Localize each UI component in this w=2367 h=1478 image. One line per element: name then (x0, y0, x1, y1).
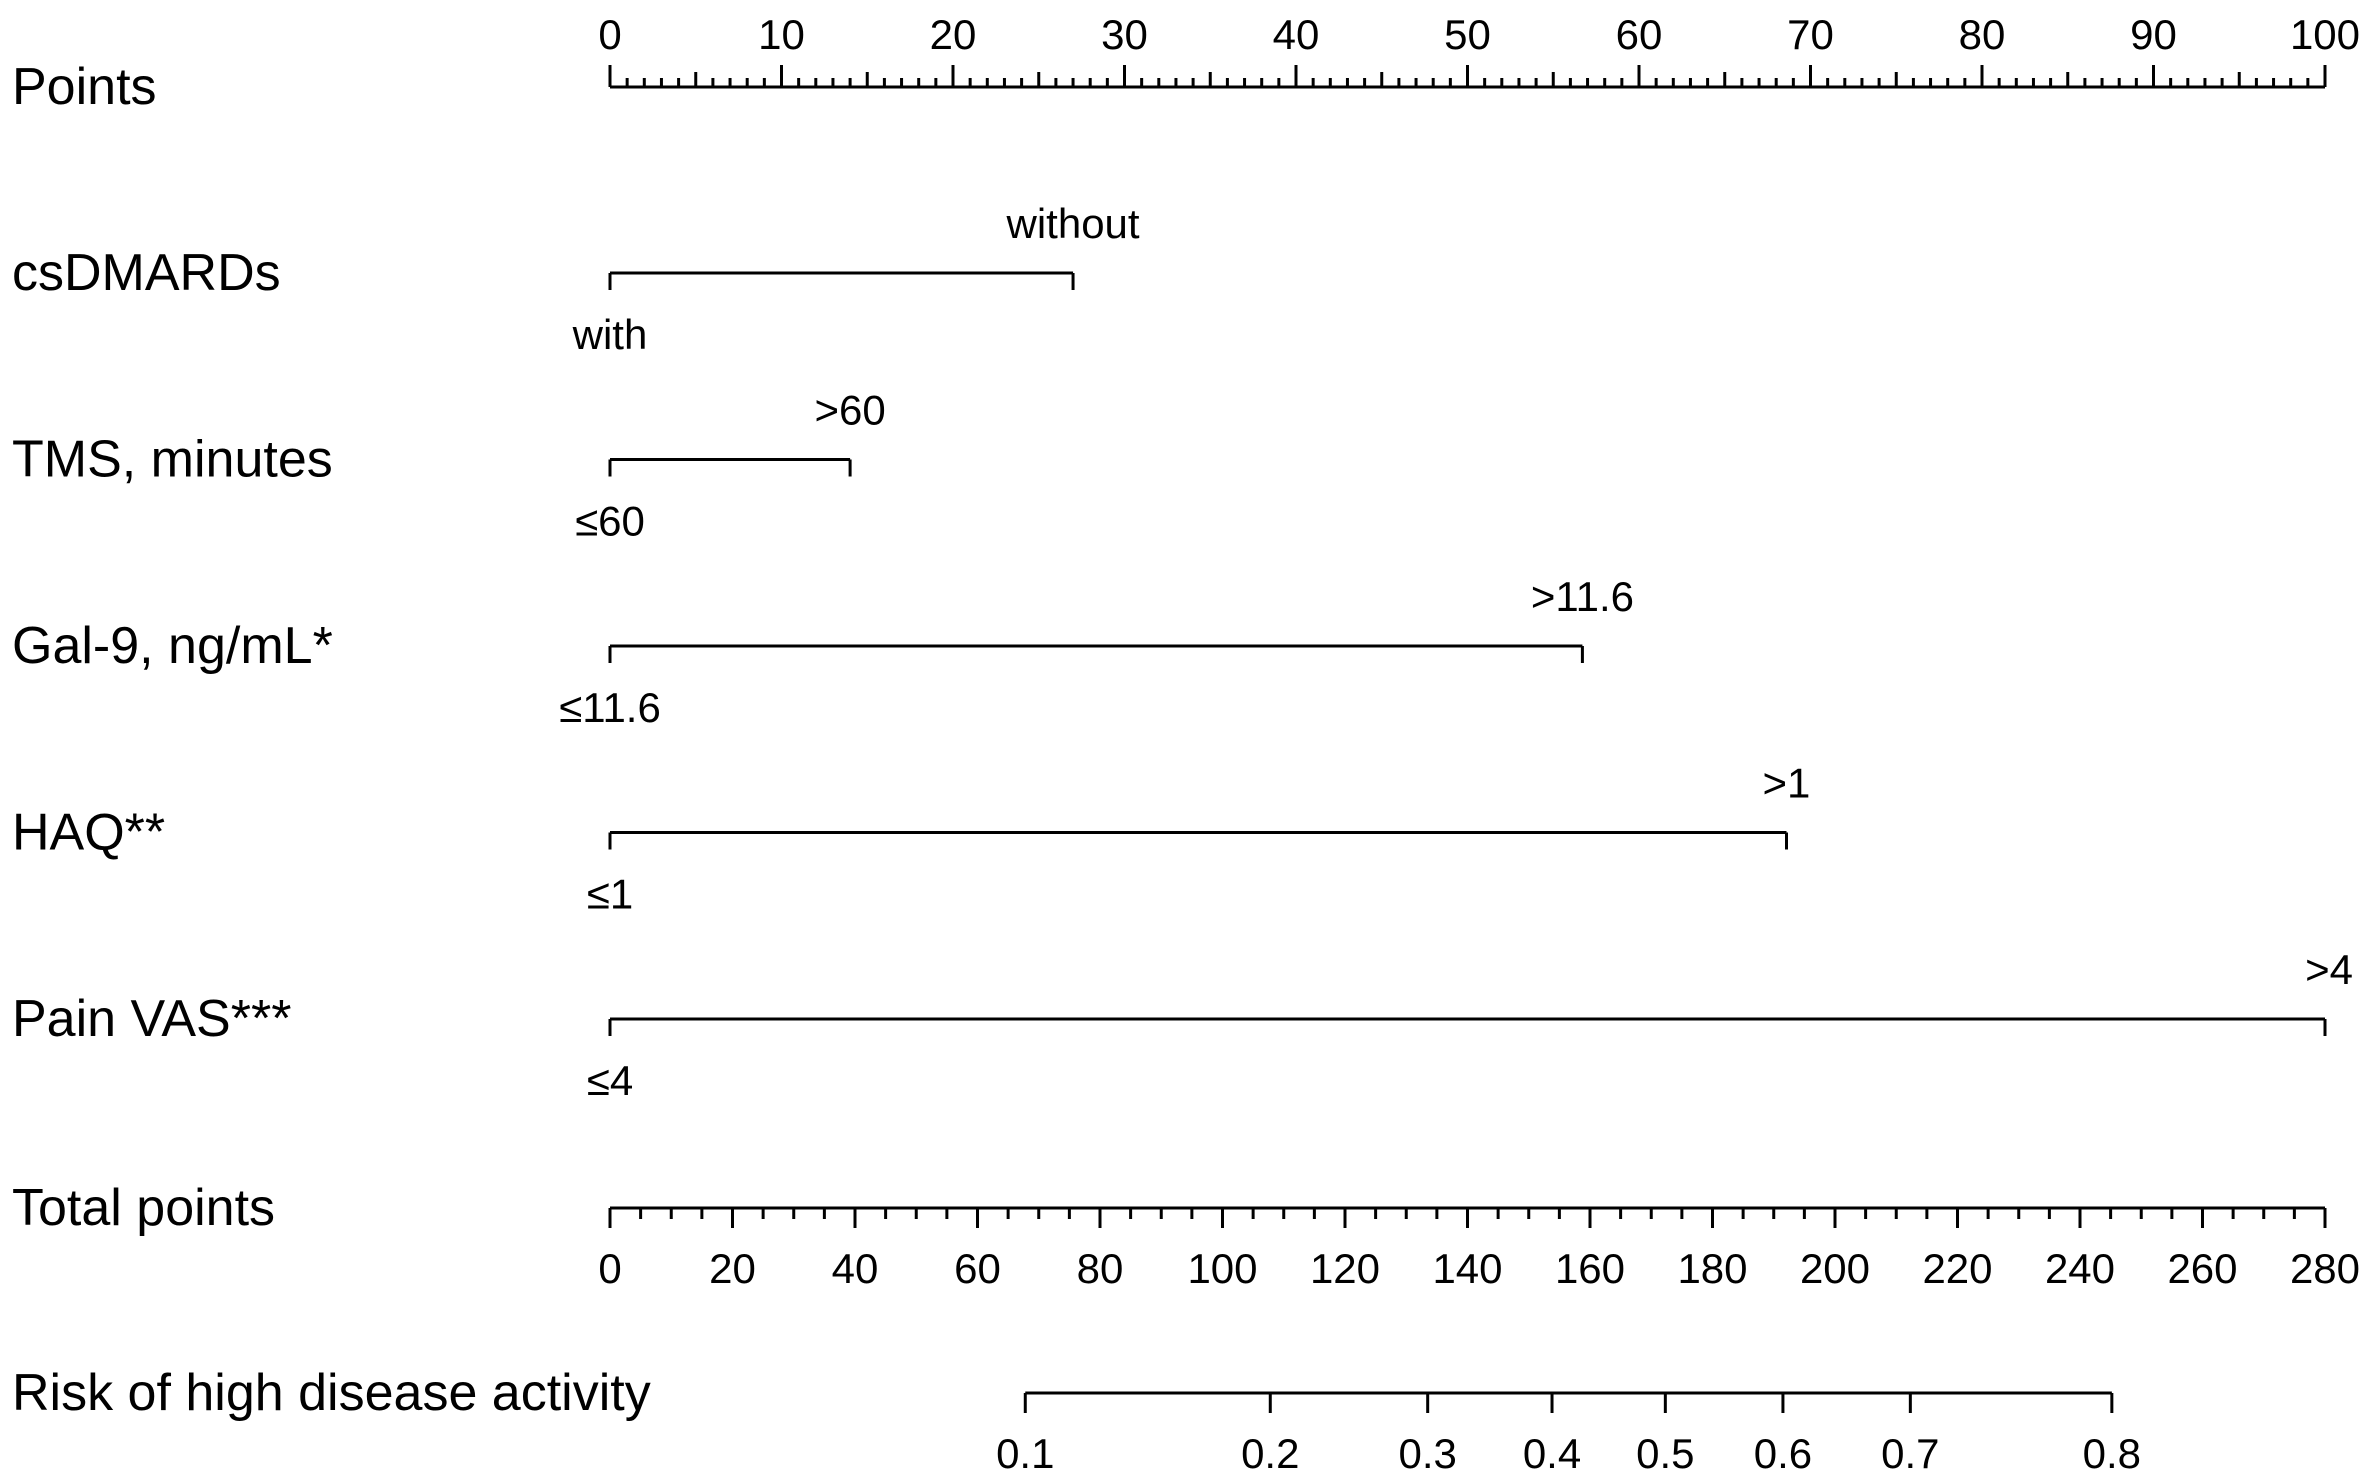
points-tick-label: 0 (598, 11, 621, 58)
total-points-tick-label: 240 (2045, 1245, 2115, 1292)
points-tick-label: 30 (1101, 11, 1148, 58)
predictor-label-haq: HAQ** (12, 804, 165, 862)
row-labels: Points csDMARDs TMS, minutes Gal-9, ng/mL* H… (12, 58, 651, 1422)
total-points-axis: 0 20 40 60 80 100 120 140 160 180 200 220 240 260 280 (598, 1206, 2360, 1292)
total-points-tick-label: 280 (2290, 1245, 2360, 1292)
predictor-label-pain-vas: Pain VAS*** (12, 990, 291, 1048)
risk-tick-label: 0.2 (1241, 1430, 1299, 1477)
total-points-tick-label: 0 (598, 1245, 621, 1292)
points-tick-label: 50 (1444, 11, 1491, 58)
points-axis-label: Points (12, 58, 157, 116)
total-points-tick-label: 120 (1310, 1245, 1380, 1292)
total-points-axis-label: Total points (12, 1179, 275, 1237)
predictor-label-csdmards: csDMARDs (12, 244, 281, 302)
total-points-tick-label: 20 (709, 1245, 756, 1292)
total-points-tick-label: 200 (1800, 1245, 1870, 1292)
total-points-tick-label: 260 (2167, 1245, 2237, 1292)
points-tick-label: 100 (2290, 11, 2360, 58)
points-tick-label: 70 (1787, 11, 1834, 58)
total-points-tick-label: 60 (954, 1245, 1001, 1292)
risk-tick-label: 0.4 (1523, 1430, 1581, 1477)
points-tick-label: 60 (1616, 11, 1663, 58)
risk-tick-label: 0.5 (1636, 1430, 1694, 1477)
points-axis: 0 10 20 30 40 50 60 70 80 90 100 (598, 11, 2360, 89)
predictor-level-label: with (572, 311, 648, 358)
points-tick-label: 40 (1273, 11, 1320, 58)
risk-axis: 0.1 0.2 0.3 0.4 0.5 0.6 0.7 0.8 (996, 1391, 2141, 1477)
predictor-level-label: >1 (1763, 760, 1811, 807)
risk-tick-label: 0.8 (2083, 1430, 2141, 1477)
total-points-tick-label: 40 (832, 1245, 879, 1292)
predictor-level-label: ≤60 (575, 498, 645, 545)
risk-tick-label: 0.1 (996, 1430, 1054, 1477)
predictor-level-label: without (1006, 200, 1140, 247)
risk-axis-label: Risk of high disease activity (12, 1364, 651, 1422)
risk-tick-label: 0.6 (1754, 1430, 1812, 1477)
predictor-level-label: ≤4 (587, 1057, 633, 1104)
total-points-tick-label: 80 (1077, 1245, 1124, 1292)
predictor-level-label: >60 (814, 387, 885, 434)
points-tick-label: 90 (2130, 11, 2177, 58)
total-points-tick-label: 220 (1922, 1245, 1992, 1292)
total-points-tick-label: 160 (1555, 1245, 1625, 1292)
total-points-tick-label: 100 (1187, 1245, 1257, 1292)
risk-tick-label: 0.7 (1881, 1430, 1939, 1477)
total-points-tick-label: 180 (1677, 1245, 1747, 1292)
risk-tick-label: 0.3 (1398, 1430, 1456, 1477)
points-tick-label: 20 (930, 11, 977, 58)
predictor-label-gal-9-ng-ml: Gal-9, ng/mL* (12, 617, 333, 675)
predictor-bars: with without ≤60 >60 ≤11.6 >11.6 ≤1 >1 ≤4 >4 (559, 200, 2353, 1104)
predictor-label-tms-minutes: TMS, minutes (12, 431, 333, 489)
points-tick-label: 80 (1959, 11, 2006, 58)
predictor-level-label: ≤11.6 (559, 684, 661, 731)
predictor-level-label: >11.6 (1531, 573, 1634, 620)
total-points-tick-label: 140 (1432, 1245, 1502, 1292)
predictor-level-label: >4 (2305, 946, 2353, 993)
predictor-level-label: ≤1 (587, 871, 633, 918)
points-tick-label: 10 (758, 11, 805, 58)
